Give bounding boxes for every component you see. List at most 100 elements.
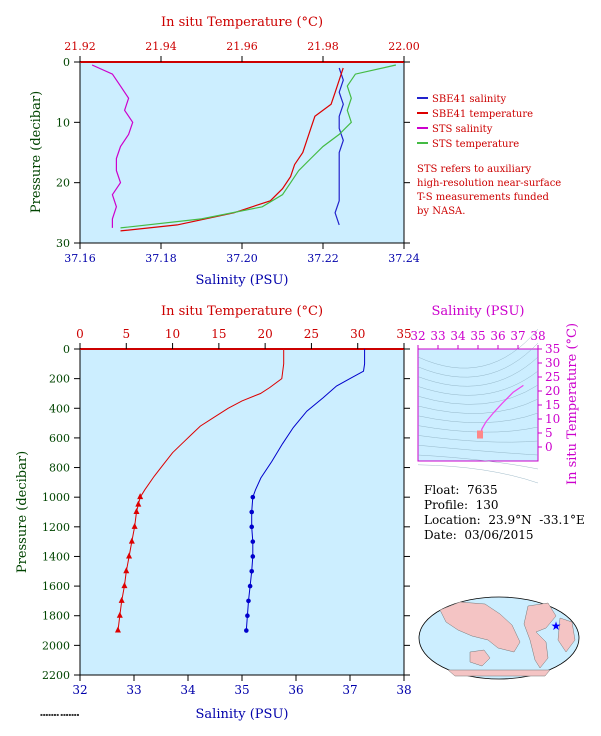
density-contour [417,398,539,414]
bottom-temp-tick-label: 15 [211,327,226,341]
ts-temp-tick-label: 10 [545,412,560,426]
bottom-series-group [114,349,366,633]
top-chart: 21.92 21.94 21.96 21.98 22.00 37.16 37.18 37.20… [29,15,533,288]
bottom-sal-tick-label: 37 [342,683,357,697]
top-series-line [334,67,344,226]
top-sal-tick-label: 37.20 [226,252,258,265]
bottom-pres-tick-label: 0 [63,343,70,356]
bottom-pres-tick-label: 1200 [42,521,70,534]
density-contour [417,412,539,423]
top-ticks-group: 21.92 21.94 21.96 21.98 22.00 37.16 37.18 37.20… [56,40,420,265]
ts-series-group [477,384,524,439]
salinity-marker [250,494,256,500]
ts-density-contours [417,328,539,484]
float-id: Float: 7635 [424,483,498,497]
density-contour [417,370,539,396]
bottom-ticks-group: 0 5 10 15 20 25 30 35 32 33 34 35 36 37 38 0 200 400 600 80… [42,327,412,697]
bottom-chart: 0 5 10 15 20 25 30 35 32 33 34 35 36 37 38 0 200 400 600 80… [15,304,412,722]
top-pres-tick-label: 20 [56,177,70,190]
ts-plot-area [417,348,539,462]
bottom-pres-tick-label: 800 [49,462,70,475]
location: Location: 23.9°N -33.1°E [424,513,585,527]
temperature-marker [133,508,140,514]
bottom-sal-tick-label: 38 [396,683,411,697]
top-sal-axis-title: Salinity (PSU) [196,273,289,288]
top-series-line [91,64,134,228]
density-contour [417,435,539,443]
map-land-africa [557,617,576,653]
temperature-marker [116,611,123,618]
density-contour [417,384,539,405]
ts-temp-tick-label: 35 [545,342,560,356]
density-contour [417,342,539,378]
bottom-pres-tick-label: 400 [49,402,70,415]
legend-label-sts-temperature: STS temperature [432,139,519,150]
float-location-marker: ★ [551,619,562,633]
ts-temp-tick-label: 30 [545,356,560,370]
top-pres-tick-label: 10 [56,116,70,129]
top-plot-area [79,61,405,244]
top-sal-tick-label: 37.18 [145,252,177,265]
bottom-sal-tick-label: 33 [126,683,141,697]
bottom-pres-tick-label: 1800 [42,610,70,623]
legend-label-sts-salinity: STS salinity [432,124,493,135]
temperature-marker [135,500,142,507]
ts-temp-tick-label: 5 [545,426,553,440]
ts-temp-tick-label: 0 [545,440,553,454]
ts-sal-tick-label: 33 [430,329,445,343]
sts-note-line: by NASA. [417,206,466,217]
world-map: ★ [418,596,580,680]
top-temp-tick-label: 21.98 [307,40,339,53]
top-sal-tick-label: 37.24 [388,252,420,265]
temperature-marker [131,522,138,529]
bottom-temp-axis-title: In situ Temperature (°C) [161,304,323,319]
date: Date: 03/06/2015 [424,528,534,542]
ts-sal-tick-label: 34 [450,329,466,343]
float-info-panel: Float: 7635 Profile: 130 Location: 23.9°… [424,483,585,543]
ts-temp-axis-title: In situ Temperature (°C) [565,323,580,485]
sts-note-line: STS refers to auxiliary [417,164,532,175]
bottom-pres-tick-label: 2000 [42,639,70,652]
temperature-marker [137,493,144,500]
top-series-group [91,64,397,232]
ts-temp-tick-label: 20 [545,384,560,398]
bottom-pres-tick-label: 1000 [42,491,70,504]
top-legend: SBE41 salinity SBE41 temperature STS sal… [417,94,533,150]
ts-sal-tick-label: 38 [530,329,545,343]
density-contour [417,454,539,470]
bottom-pres-tick-label: 200 [49,373,70,386]
bottom-temp-tick-label: 35 [396,327,411,341]
ts-sal-tick-label: 32 [410,329,425,343]
bottom-temp-tick-label: 30 [350,327,365,341]
sts-note-line: T-S measurements funded [417,192,549,203]
temperature-marker [123,567,130,574]
bottom-sal-tick-label: 36 [288,683,303,697]
top-sal-tick-label: 37.22 [307,252,339,265]
bottom-temp-tick-label: 0 [76,327,84,341]
bottom-temp-tick-label: 5 [122,327,130,341]
salinity-marker [250,554,256,559]
bottom-sal-tick-label: 35 [234,683,249,697]
temperature-marker [118,596,125,603]
ts-temp-tick-label: 15 [545,398,560,412]
bottom-series-line [245,349,366,631]
ts-deep-cluster [477,430,483,439]
bottom-sal-tick-label: 32 [72,683,87,697]
footer-credit-mark: ▪▪▪▪▪▪▪ ▪▪▪▪▪▪▪ [40,712,80,717]
density-contour [417,356,539,387]
map-land-antarctica [447,669,551,677]
salinity-marker [246,598,251,604]
sts-note-line: high-resolution near-surface [417,178,562,189]
top-temp-tick-label: 22.00 [388,40,420,53]
bottom-pres-tick-label: 600 [49,432,70,445]
salinity-marker [244,628,249,633]
top-pres-tick-label: 0 [63,56,70,69]
top-temp-tick-label: 21.92 [64,40,96,53]
profile-number: Profile: 130 [424,498,499,512]
salinity-marker [249,524,255,530]
ts-sal-tick-label: 36 [490,329,505,343]
bottom-plot-area [79,348,405,676]
